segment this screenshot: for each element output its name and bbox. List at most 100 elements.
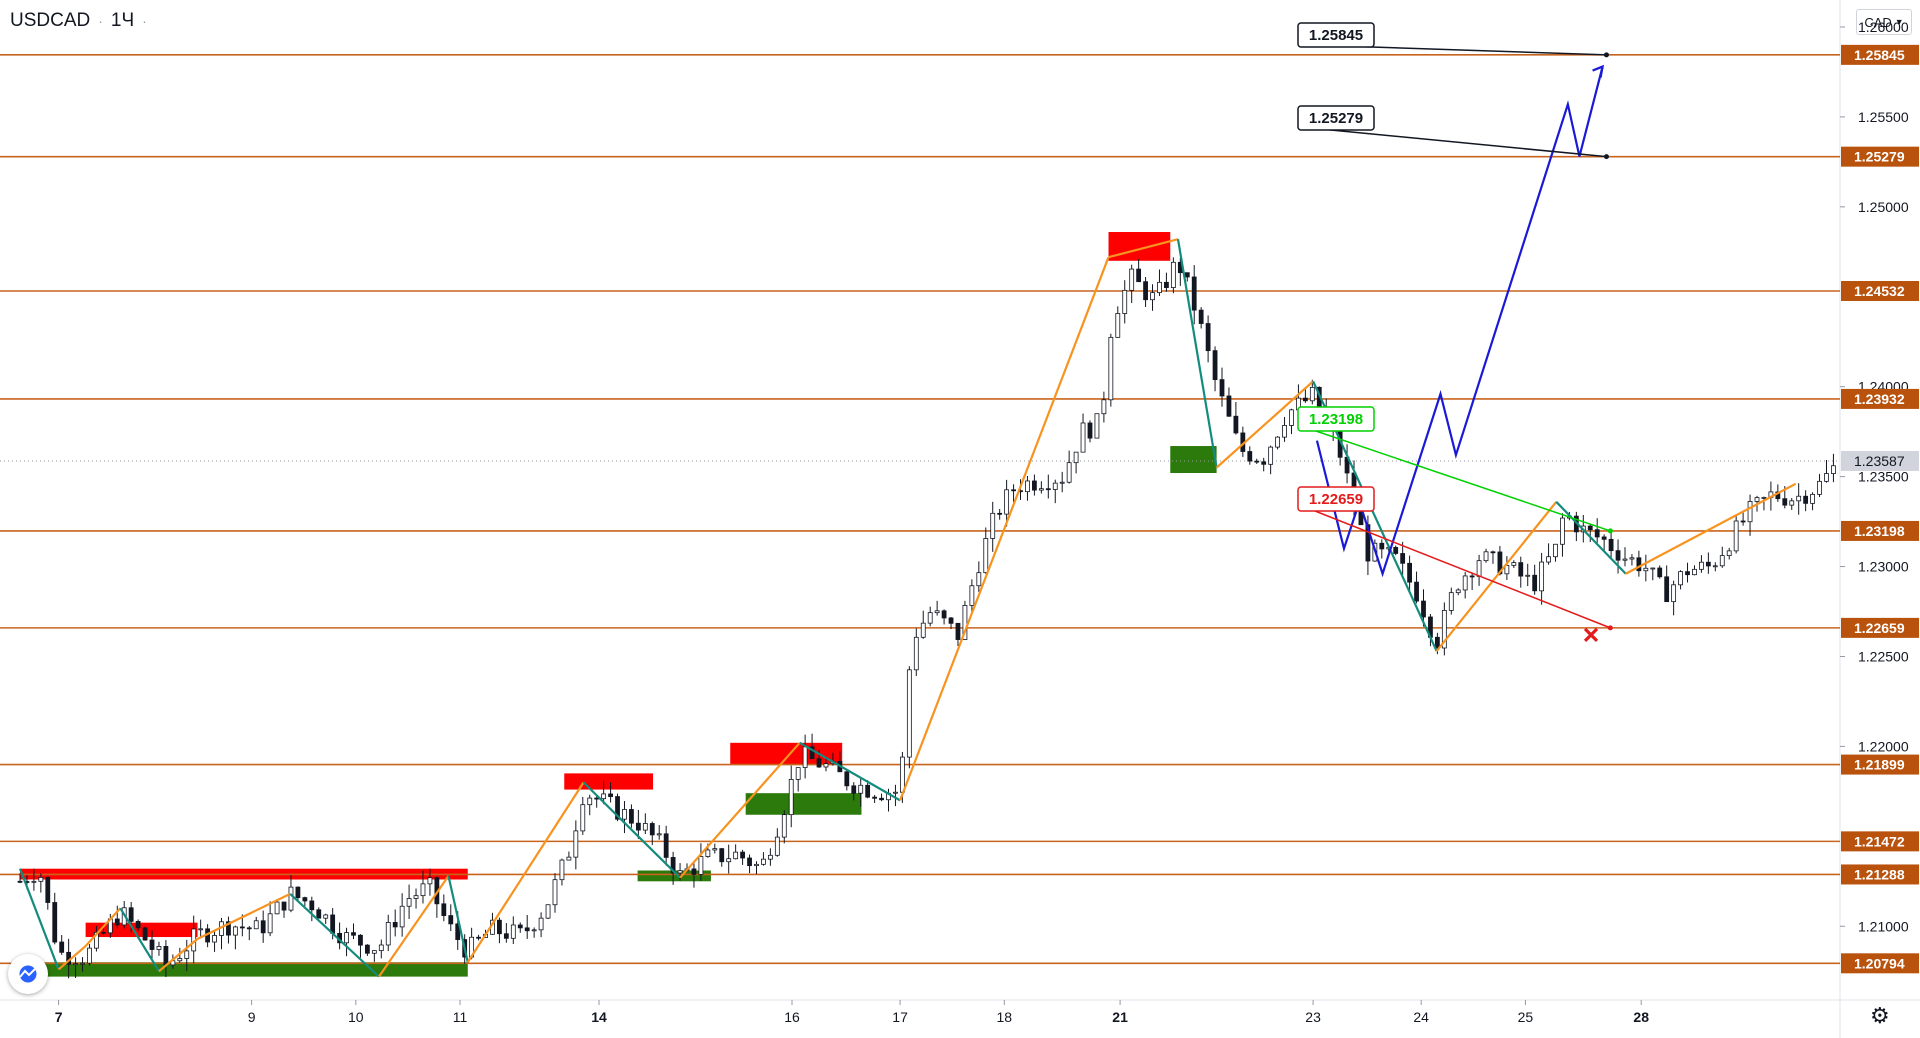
chevron-down-icon: ▼ — [1894, 17, 1904, 27]
candle-body — [73, 963, 78, 966]
candle-body — [1532, 574, 1538, 592]
candle-body — [1198, 309, 1204, 324]
candle-body — [698, 856, 704, 875]
candle-body — [906, 669, 912, 758]
candle-body — [232, 926, 238, 936]
candle-body — [239, 926, 245, 929]
level-label-box — [1841, 520, 1919, 541]
candle-body — [246, 927, 252, 930]
candle-body — [635, 822, 641, 831]
candle-body — [156, 946, 162, 950]
candle-body — [913, 636, 919, 671]
candle-body — [1511, 562, 1517, 566]
candle-body — [1615, 550, 1621, 561]
callout-pointer — [1309, 127, 1607, 158]
x-tick-label: 10 — [348, 1009, 364, 1025]
candle-body — [1087, 422, 1093, 439]
demand-zone — [1170, 446, 1217, 474]
candle-body — [1699, 561, 1704, 570]
candle-body — [795, 767, 801, 780]
level-label: 1.22659 — [1854, 620, 1905, 636]
callout-box — [1297, 105, 1375, 131]
forecast-arrowhead — [1592, 64, 1605, 78]
level-label: 1.21472 — [1854, 833, 1905, 849]
demand-zone — [637, 870, 711, 882]
forecast-path — [1315, 66, 1604, 578]
candle-body — [656, 833, 662, 836]
candle-body — [371, 950, 377, 954]
candle-body — [52, 902, 58, 943]
current-price-box — [1841, 450, 1919, 471]
candle-body — [1115, 313, 1121, 338]
candle-body — [969, 585, 975, 606]
zigzag-segment — [57, 945, 87, 971]
zigzag-segment — [197, 892, 291, 940]
y-tick-label: 1.23500 — [1858, 469, 1909, 485]
candle-body — [566, 856, 572, 861]
candle-body — [1052, 482, 1058, 490]
gear-icon[interactable]: ⚙ — [1870, 1004, 1890, 1029]
candle-body — [538, 917, 544, 931]
currency-button[interactable]: CAD ▼ — [1856, 9, 1912, 35]
logo-mark — [19, 965, 37, 983]
symbol-interval[interactable]: 1Ч — [110, 10, 135, 31]
zigzag-segment — [679, 742, 801, 879]
candle-body — [1789, 500, 1795, 506]
candle-body — [128, 907, 134, 922]
candle-body — [1546, 556, 1551, 563]
candle-body — [448, 915, 454, 925]
candle-body — [615, 796, 620, 820]
level-label: 1.21288 — [1854, 866, 1905, 882]
zigzag-segment — [799, 741, 901, 802]
candle-body — [1608, 538, 1614, 552]
candle-body — [642, 823, 648, 831]
y-tick-label: 1.22000 — [1858, 738, 1909, 754]
level-label: 1.23932 — [1854, 391, 1905, 407]
candle-body — [1434, 636, 1440, 649]
x-tick-label: 21 — [1112, 1009, 1128, 1025]
symbol-name[interactable]: USDCAD — [10, 10, 91, 31]
stop-cross-icon — [1583, 627, 1599, 643]
callout-label: 1.22659 — [1309, 491, 1363, 508]
candle-body — [1796, 495, 1802, 502]
symbol-header[interactable]: USDCAD · 1Ч · — [10, 10, 147, 32]
zigzag-segment — [899, 256, 1110, 801]
zigzag-segment — [1215, 380, 1314, 469]
candle-body — [1205, 323, 1211, 352]
levels — [0, 54, 1840, 965]
candle-body — [427, 877, 433, 885]
candle-body — [1483, 551, 1489, 562]
zigzag-segment — [84, 907, 122, 947]
time-axis[interactable]: 7 9 10 11 14 16 17 18 21 23 24 25 28 — [55, 1000, 1649, 1025]
candle-body — [865, 784, 871, 798]
candle-body — [87, 947, 92, 964]
candle-body — [441, 903, 447, 916]
candle-body — [1712, 565, 1718, 568]
candle-body — [1594, 529, 1600, 538]
candle-body — [1414, 581, 1419, 602]
candle-body — [1476, 560, 1482, 577]
candle-body — [288, 886, 294, 911]
candle-body — [517, 924, 523, 929]
candle-body — [920, 622, 926, 638]
candle-body — [719, 848, 725, 863]
tradingview-logo-icon[interactable] — [8, 954, 48, 994]
candle-body — [1726, 550, 1732, 557]
candle-body — [455, 923, 461, 940]
callout-box — [1297, 486, 1375, 512]
candle-body — [1247, 451, 1253, 462]
level-label-box — [1841, 754, 1919, 775]
candle-body — [1455, 589, 1461, 594]
candle-body — [1309, 386, 1315, 402]
candle-body — [747, 857, 752, 867]
candle-body — [733, 851, 739, 860]
candle-body — [1782, 498, 1788, 506]
candle-body — [1462, 575, 1468, 591]
candle-body — [788, 779, 794, 816]
candle-body — [1407, 562, 1412, 583]
candle-body — [1170, 261, 1176, 288]
zigzag-segment — [18, 868, 60, 970]
x-tick-label: 17 — [892, 1009, 908, 1025]
